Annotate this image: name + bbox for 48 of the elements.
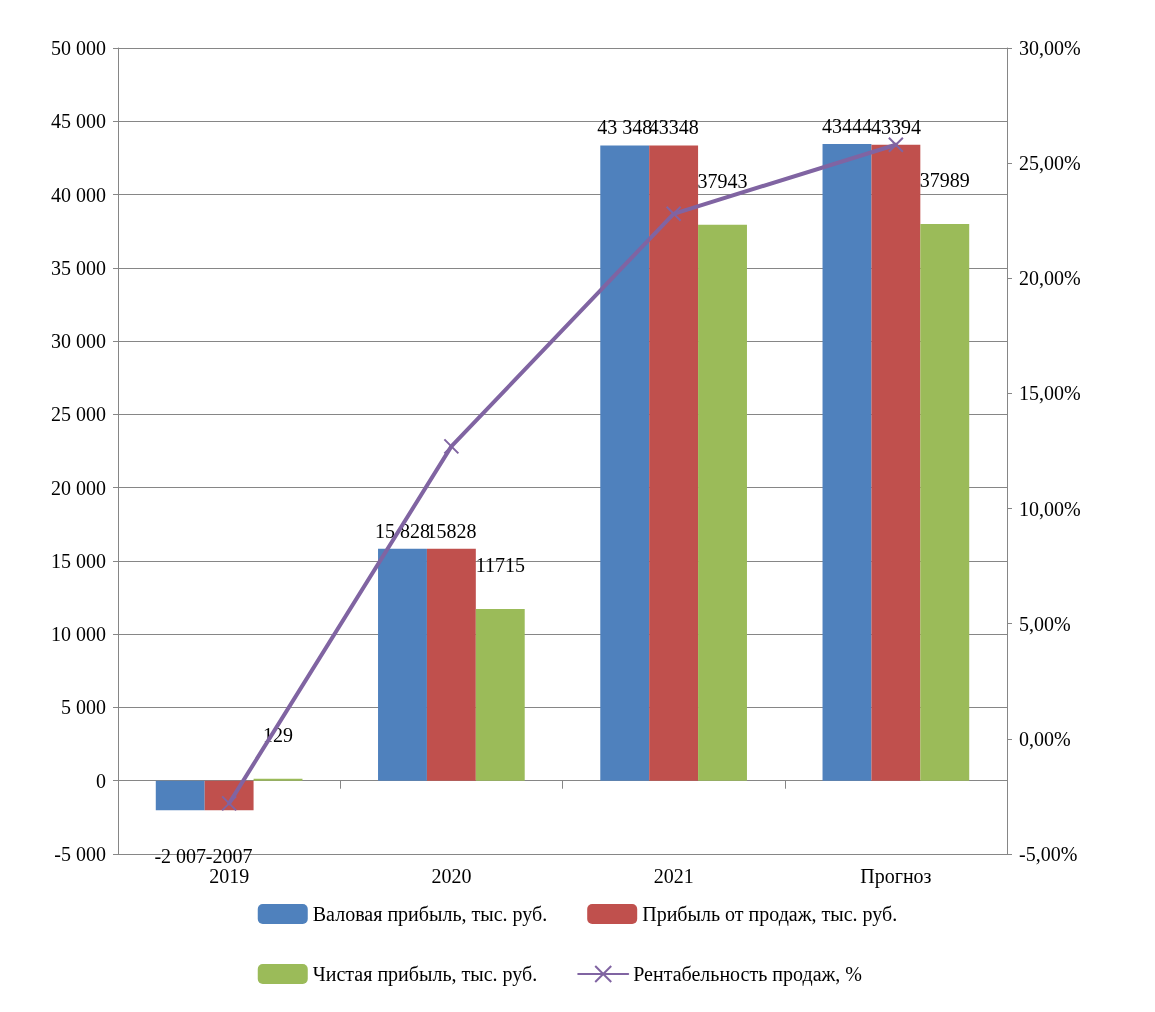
point bbox=[443, 438, 460, 455]
bar bbox=[698, 224, 747, 781]
data-label: -2 007 bbox=[154, 845, 207, 868]
x-tick-label: 2020 bbox=[431, 865, 472, 887]
y-tick-label: 20 000 bbox=[51, 476, 106, 499]
x-tick-label: 2019 bbox=[209, 865, 250, 887]
y2-tick-label: -5,00% bbox=[1019, 843, 1078, 865]
x-tick-label: 2021 bbox=[653, 865, 694, 887]
bar bbox=[600, 145, 650, 781]
data-label: 43394 bbox=[870, 115, 921, 138]
bar bbox=[426, 548, 476, 781]
y-tick-label: 15 000 bbox=[51, 549, 106, 572]
y-tick-label: 0 bbox=[96, 769, 106, 792]
x-tick-label: Прогноз bbox=[860, 865, 932, 888]
y2-tick-label: 25,00% bbox=[1019, 152, 1081, 175]
legend-label: Рентабельность продаж, % bbox=[633, 963, 863, 986]
bar bbox=[649, 145, 699, 781]
bar bbox=[378, 548, 427, 781]
y-tick-label: 30 000 bbox=[51, 330, 106, 353]
data-label: 11715 bbox=[475, 554, 525, 577]
y-tick-label: 10 000 bbox=[51, 623, 106, 646]
legend-label: Валовая прибыль, тыс. руб. bbox=[312, 903, 548, 926]
y-tick-label: 5 000 bbox=[61, 696, 106, 719]
legend-label: Чистая прибыль, тыс. руб. bbox=[312, 963, 538, 986]
y2-tick-label: 5,00% bbox=[1019, 612, 1071, 635]
bar bbox=[822, 144, 872, 781]
y2-tick-label: 0,00% bbox=[1019, 727, 1071, 750]
legend-label: Прибыль от продаж, тыс. руб. bbox=[642, 903, 898, 926]
data-label: 37943 bbox=[697, 169, 748, 192]
y2-tick-label: 20,00% bbox=[1019, 267, 1081, 290]
bar bbox=[920, 224, 970, 781]
y-tick-label: 50 000 bbox=[51, 37, 106, 59]
point bbox=[887, 136, 904, 153]
y-tick-label: -5 000 bbox=[54, 843, 106, 865]
data-label: -2007 bbox=[205, 845, 253, 868]
y-tick-label: 25 000 bbox=[51, 403, 106, 426]
bar bbox=[475, 609, 525, 781]
data-label: 37989 bbox=[919, 169, 970, 192]
y-tick-label: 40 000 bbox=[51, 183, 106, 206]
point bbox=[665, 205, 682, 222]
y2-tick-label: 30,00% bbox=[1019, 37, 1081, 59]
bar bbox=[155, 780, 205, 811]
y-tick-label: 35 000 bbox=[51, 256, 106, 279]
bar bbox=[871, 144, 921, 781]
y2-tick-label: 15,00% bbox=[1019, 382, 1081, 405]
data-label: 43444 bbox=[821, 115, 872, 138]
y-tick-label: 45 000 bbox=[51, 110, 106, 133]
y2-tick-label: 10,00% bbox=[1019, 497, 1081, 520]
